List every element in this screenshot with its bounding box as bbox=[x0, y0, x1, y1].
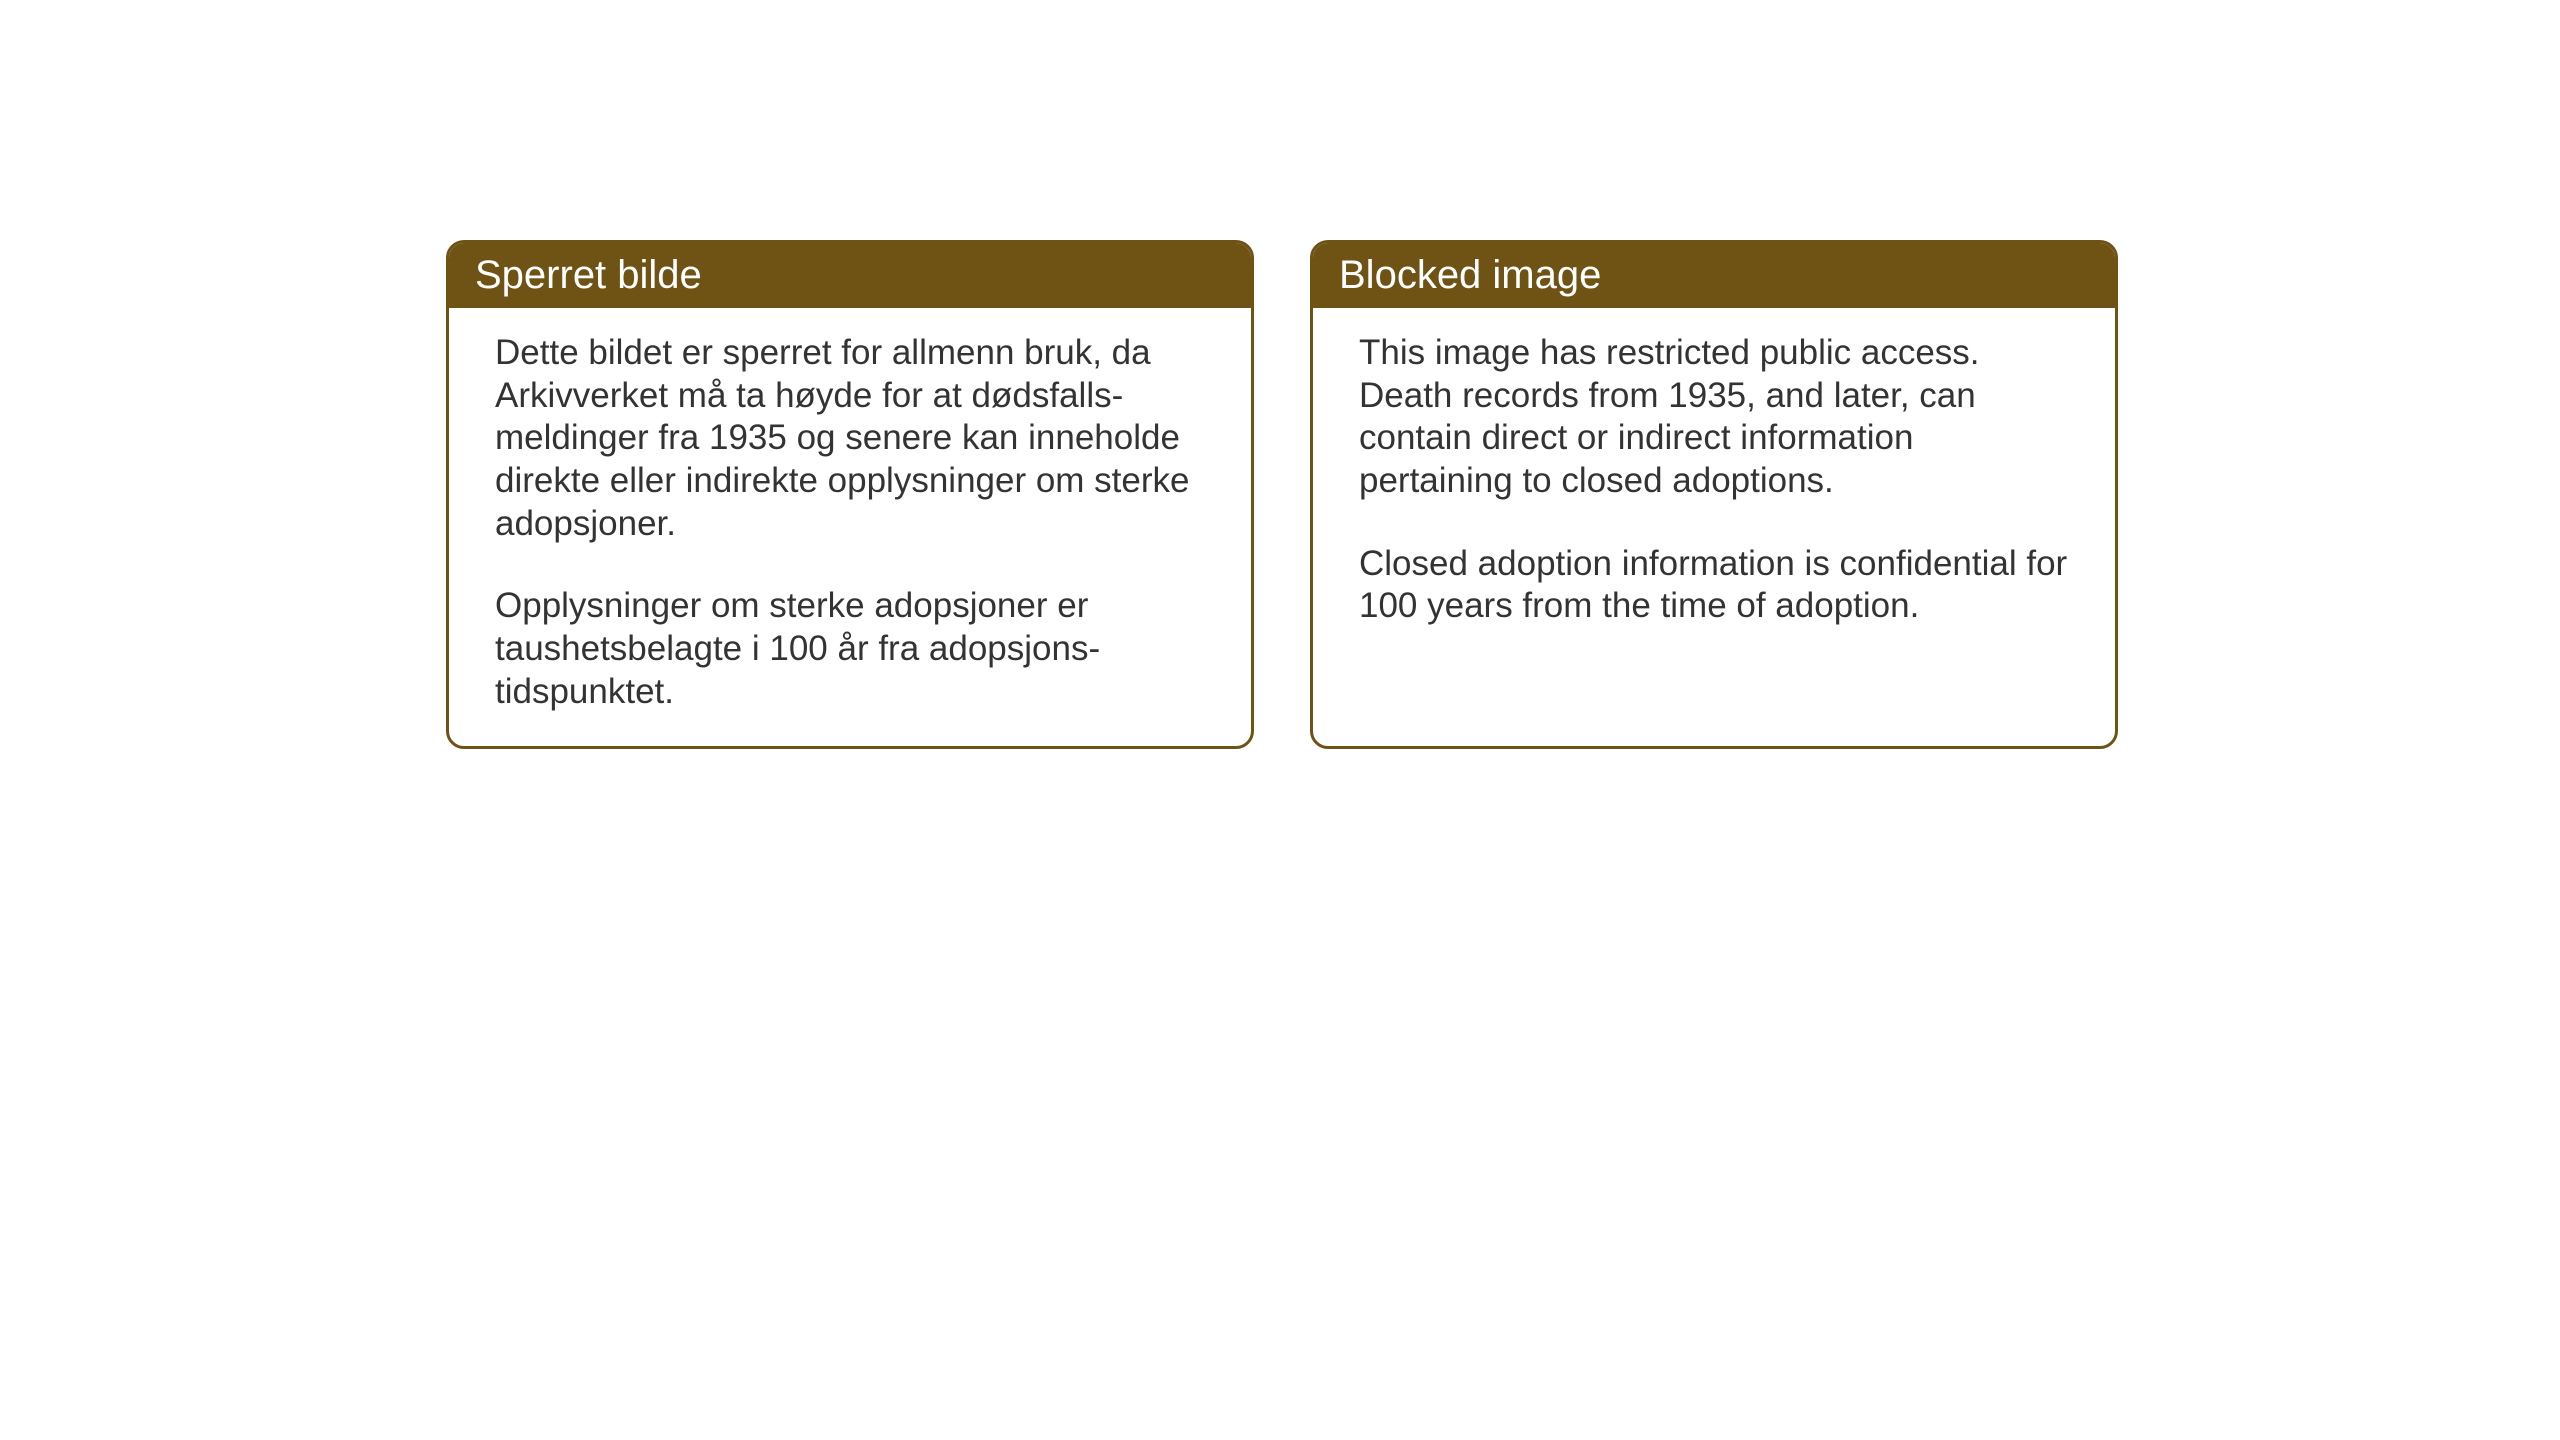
notice-body-norwegian: Dette bildet er sperret for allmenn bruk… bbox=[449, 308, 1251, 746]
notice-card-english: Blocked image This image has restricted … bbox=[1310, 240, 2118, 749]
notice-paragraph-2-english: Closed adoption information is confident… bbox=[1359, 543, 2069, 628]
notice-title-english: Blocked image bbox=[1339, 253, 1601, 297]
notice-paragraph-1-norwegian: Dette bildet er sperret for allmenn bruk… bbox=[495, 332, 1205, 545]
notice-header-norwegian: Sperret bilde bbox=[449, 243, 1251, 308]
notice-card-norwegian: Sperret bilde Dette bildet er sperret fo… bbox=[446, 240, 1254, 749]
notice-title-norwegian: Sperret bilde bbox=[475, 253, 702, 297]
notice-paragraph-1-english: This image has restricted public access.… bbox=[1359, 332, 2069, 503]
notice-container: Sperret bilde Dette bildet er sperret fo… bbox=[446, 240, 2118, 749]
notice-paragraph-2-norwegian: Opplysninger om sterke adopsjoner er tau… bbox=[495, 585, 1205, 713]
notice-header-english: Blocked image bbox=[1313, 243, 2115, 308]
notice-body-english: This image has restricted public access.… bbox=[1313, 308, 2115, 706]
